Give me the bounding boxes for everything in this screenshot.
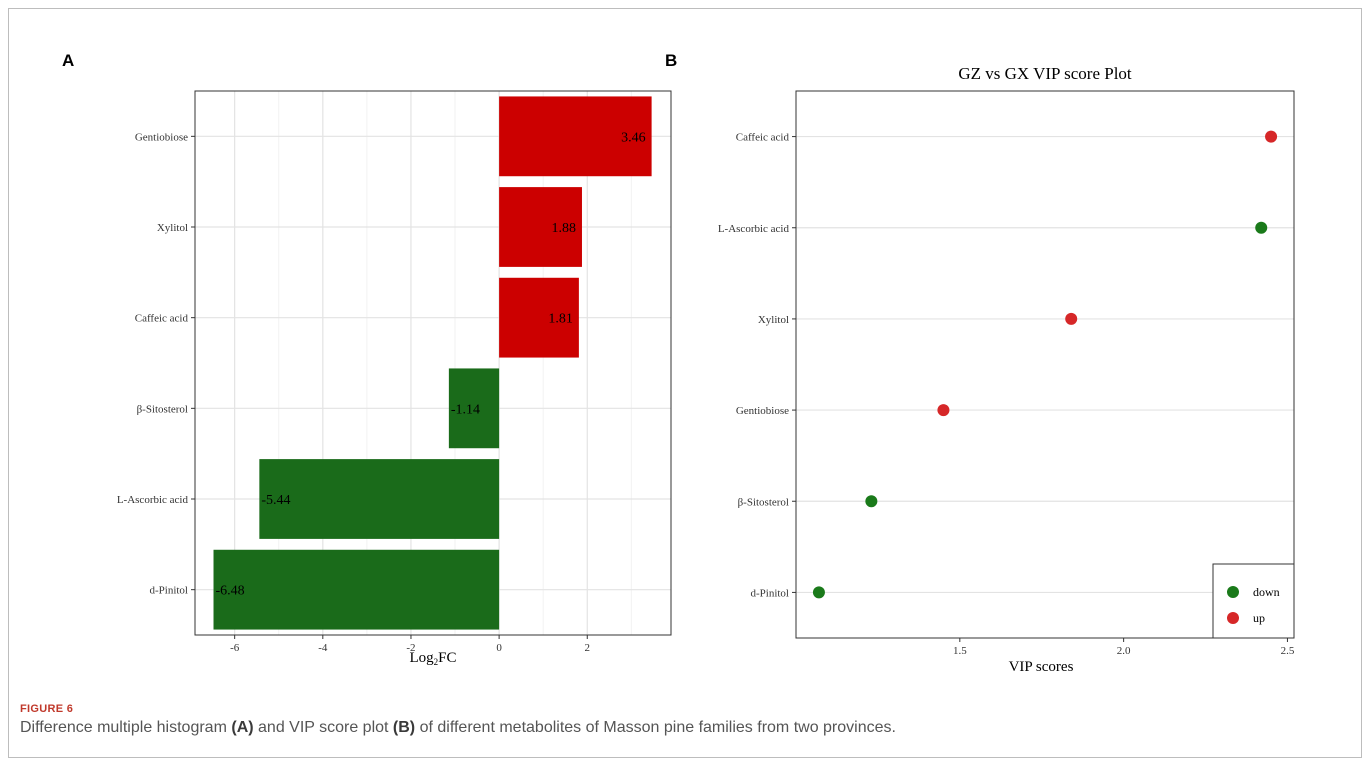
panel-a-y-tick-label-d-pinitol: d-Pinitol xyxy=(149,585,188,597)
panel-b-vip-plot: GZ vs GX VIP score Plot Caffeic acid L-As… xyxy=(718,64,1295,675)
figure-caption: Difference multiple histogram (A) and VI… xyxy=(20,719,896,737)
panel-a-bar-chart: 3.46 1.88 1.81 -1.14 -5.44 -6.48 Gentiobiose X… xyxy=(117,90,672,667)
panel-a-letter: A xyxy=(62,51,74,70)
panel-a-x-tick-label: 0 xyxy=(496,642,502,654)
panel-b-y-axis: Caffeic acid L-Ascorbic acid Xylitol Gentio… xyxy=(718,132,796,599)
point-caffeic-acid xyxy=(1265,130,1278,143)
panel-b-x-axis: 1.5 2.0 2.5 xyxy=(953,638,1295,657)
panel-b-title: GZ vs GX VIP score Plot xyxy=(958,64,1132,83)
bar-caffeic-acid xyxy=(499,277,579,358)
caption-part-2: and VIP score plot xyxy=(253,719,393,736)
panel-a-x-tick-label: -2 xyxy=(406,642,415,654)
panel-b-y-tick-label-d-pinitol: d-Pinitol xyxy=(750,587,789,599)
legend-box xyxy=(1212,563,1295,639)
panel-a-bars: 3.46 1.88 1.81 -1.14 -5.44 -6.48 xyxy=(213,96,652,630)
panel-b-x-axis-title: VIP scores xyxy=(1009,659,1074,675)
panel-a-y-tick-label-caffeic-acid: Caffeic acid xyxy=(135,313,189,325)
panel-b-x-tick-label: 2.5 xyxy=(1281,645,1295,657)
legend-label-down: down xyxy=(1253,585,1280,599)
panel-b-plot-border xyxy=(795,90,1295,639)
bar-value-label-d-pinitol: -6.48 xyxy=(216,584,245,599)
point-d-pinitol xyxy=(812,586,825,599)
bar-value-label-xylitol: 1.88 xyxy=(551,221,576,236)
point-l-ascorbic-acid xyxy=(1255,221,1268,234)
bar-value-label-gentiobiose: 3.46 xyxy=(621,130,646,145)
panel-b-y-tick-label-l-ascorbic-acid: L-Ascorbic acid xyxy=(718,223,790,235)
caption-part-a: (A) xyxy=(231,719,254,736)
bar-value-label-sitosterol: -1.14 xyxy=(451,402,480,417)
caption-part-3: of different metabolites of Masson pine … xyxy=(415,719,896,736)
point-xylitol xyxy=(1065,312,1078,325)
panel-b-x-tick-label: 1.5 xyxy=(953,645,967,657)
panel-a-x-tick-label: 2 xyxy=(585,642,591,654)
legend-key-up xyxy=(1227,612,1239,624)
figure-label: FIGURE 6 xyxy=(20,703,74,715)
panel-a-grid xyxy=(195,91,671,635)
panel-a-x-tick-label: -4 xyxy=(318,642,328,654)
panel-b-y-tick-label-sitosterol: β-Sitosterol xyxy=(738,496,789,508)
panel-b-y-tick-label-xylitol: Xylitol xyxy=(758,314,789,326)
panel-a-y-tick-label-sitosterol: β-Sitosterol xyxy=(137,403,188,415)
panel-a-x-axis: -6 -4 -2 0 2 xyxy=(230,635,590,654)
bar-l-ascorbic-acid xyxy=(259,459,500,539)
panel-b-grid xyxy=(796,135,1294,594)
bar-xylitol xyxy=(499,187,582,267)
panel-b-x-tick-label: 2.0 xyxy=(1117,645,1131,657)
legend-label-up: up xyxy=(1253,611,1265,625)
point-sitosterol xyxy=(865,495,878,508)
panel-a-x-axis-title: Log2FC xyxy=(409,650,456,667)
panel-a-y-tick-label-l-ascorbic-acid: L-Ascorbic acid xyxy=(117,494,189,506)
panel-a-y-tick-label-gentiobiose: Gentiobiose xyxy=(135,131,188,143)
caption-part-1: Difference multiple histogram xyxy=(20,719,232,736)
bar-d-pinitol xyxy=(213,549,500,630)
panel-a-x-tick-label: -6 xyxy=(230,642,240,654)
panel-b-letter: B xyxy=(665,51,677,70)
bar-value-label-caffeic-acid: 1.81 xyxy=(548,312,573,327)
legend-key-down xyxy=(1227,586,1239,598)
panel-b-y-tick-label-gentiobiose: Gentiobiose xyxy=(736,405,789,417)
figure-frame xyxy=(8,8,1362,758)
panel-a-y-axis: Gentiobiose Xylitol Caffeic acid β-Sitoster… xyxy=(117,131,195,597)
panel-a-plot-border xyxy=(194,90,672,636)
point-gentiobiose xyxy=(937,404,950,417)
bar-sitosterol xyxy=(448,368,500,449)
panel-b-points xyxy=(812,130,1278,599)
caption-part-b: (B) xyxy=(392,719,416,736)
panel-b-legend: down up xyxy=(1212,563,1295,639)
bar-gentiobiose xyxy=(499,96,652,177)
panel-a-y-tick-label-xylitol: Xylitol xyxy=(157,222,188,234)
bar-value-label-l-ascorbic-acid: -5.44 xyxy=(261,493,290,508)
panel-b-y-tick-label-caffeic-acid: Caffeic acid xyxy=(736,132,790,144)
